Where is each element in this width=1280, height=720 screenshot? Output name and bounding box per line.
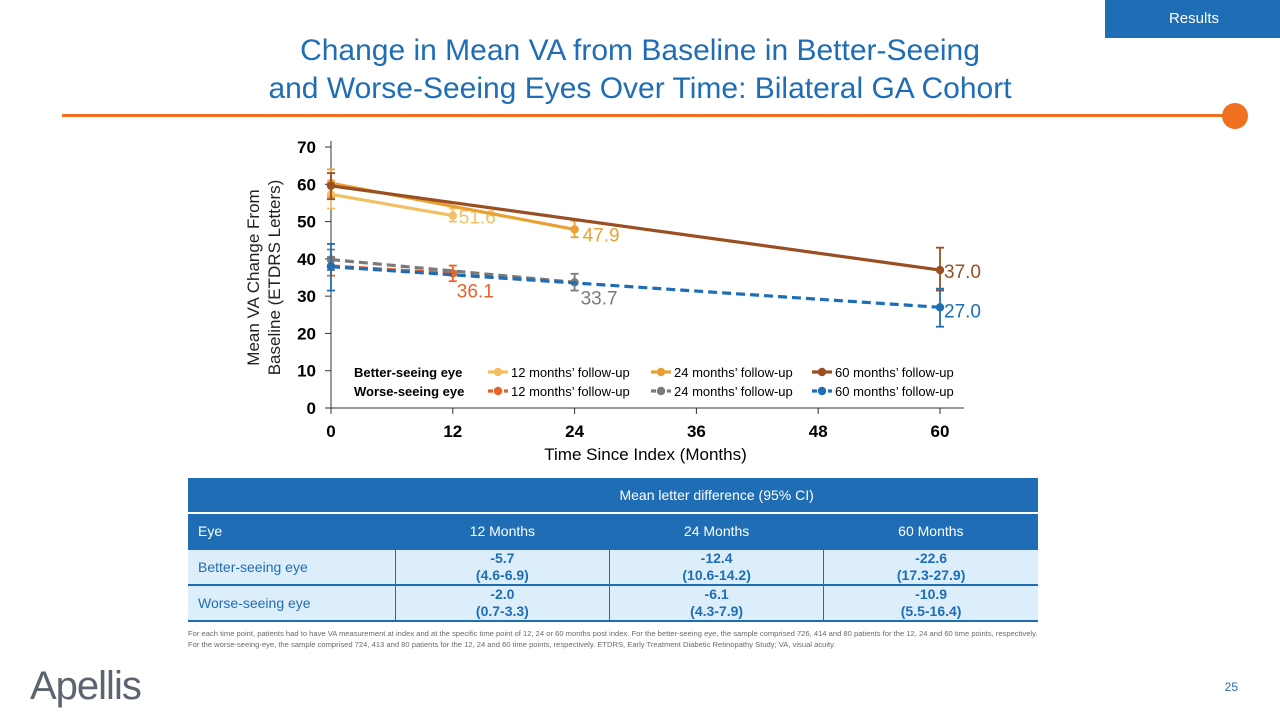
data-point (448, 211, 457, 220)
x-tick-label: 48 (809, 422, 828, 441)
legend-entry-label: 24 months’ follow-up (674, 365, 793, 380)
series-line (330, 192, 454, 218)
y-tick-label: 0 (307, 399, 316, 418)
table-row: Better-seeing eye -5.7 (4.6-6.9) -12.4 (10… (188, 548, 1038, 585)
y-axis-title-line-1: Mean VA Change From (244, 189, 263, 365)
legend-swatch-marker (656, 367, 666, 377)
series-line (330, 265, 941, 309)
table-group-header: Mean letter difference (95% CI) (395, 478, 1038, 514)
legend-group-label: Worse-seeing eye (354, 384, 464, 399)
data-label: 47.9 (583, 225, 620, 246)
table-col-24: 24 Months (609, 512, 824, 549)
data-label: 37.0 (944, 262, 981, 283)
slide-title: Change in Mean VA from Baseline in Bette… (160, 32, 1120, 108)
legend-swatch-marker (656, 386, 666, 396)
data-label: 33.7 (581, 288, 618, 309)
footnote: For each time point, patients had to hav… (188, 629, 1038, 649)
legend-entry-label: 60 months’ follow-up (835, 384, 954, 399)
series-line (330, 258, 575, 284)
data-label: 36.1 (457, 281, 494, 302)
table-cell: -2.0 (0.7-3.3) (394, 584, 610, 622)
table-row: Worse-seeing eye -2.0 (0.7-3.3) -6.1 (4.3-… (188, 584, 1038, 622)
legend-group-label: Better-seeing eye (354, 365, 462, 380)
apellis-logo: Apellis (30, 664, 142, 708)
y-tick-label: 20 (297, 324, 316, 343)
series-line (330, 184, 941, 272)
data-point (326, 262, 336, 271)
page-number: 25 (1224, 680, 1238, 694)
table-cell: -22.6 (17.3-27.9) (823, 548, 1038, 585)
title-divider (62, 114, 1232, 117)
legend-entry-label: 12 months’ follow-up (511, 365, 630, 380)
table-cell: -10.9 (5.5-16.4) (823, 584, 1038, 622)
y-tick-label: 60 (297, 175, 316, 194)
x-tick-label: 36 (687, 422, 706, 441)
table-col-12: 12 Months (395, 512, 610, 549)
title-line-2: and Worse-Seeing Eyes Over Time: Bilater… (268, 72, 1012, 105)
row-label: Worse-seeing eye (188, 584, 396, 622)
row-label: Better-seeing eye (188, 548, 396, 585)
x-tick-label: 12 (443, 422, 462, 441)
y-tick-label: 40 (297, 250, 316, 269)
line-chart: 0 10 20 30 40 50 60 70 0 12 24 36 48 60 Time Since Ind… (244, 138, 981, 464)
data-point (935, 303, 945, 312)
y-tick-label: 10 (297, 362, 316, 381)
x-axis-title: Time Since Index (Months) (544, 445, 747, 464)
data-point (935, 265, 945, 275)
table-cell: -5.7 (4.6-6.9) (394, 548, 610, 585)
divider-dot (1222, 103, 1248, 129)
x-tick-label: 0 (326, 422, 335, 441)
y-axis-title-line-2: Baseline (ETDRS Letters) (265, 180, 284, 376)
table-blank-header (188, 478, 396, 514)
table-eye-header: Eye (188, 512, 396, 549)
y-tick-label: 30 (297, 287, 316, 306)
legend-swatch-marker (817, 386, 827, 396)
legend-entry-label: 24 months’ follow-up (674, 384, 793, 399)
section-tag: Results (1105, 0, 1280, 38)
legend-swatch-marker (817, 367, 827, 377)
legend-swatch-marker (493, 386, 503, 396)
legend-entry-label: 12 months’ follow-up (511, 384, 630, 399)
y-tick-label: 50 (297, 213, 316, 232)
results-table: Mean letter difference (95% CI) Eye 12 M… (188, 478, 1038, 622)
x-tick-label: 24 (565, 422, 584, 441)
legend-entry-label: 60 months’ follow-up (835, 365, 954, 380)
legend-swatch-marker (493, 367, 503, 377)
data-label: 27.0 (944, 301, 981, 322)
title-line-1: Change in Mean VA from Baseline in Bette… (300, 34, 980, 67)
y-tick-label: 70 (297, 138, 316, 157)
data-point (570, 225, 579, 234)
x-tick-label: 60 (931, 422, 950, 441)
table-cell: -6.1 (4.3-7.9) (608, 584, 824, 622)
table-col-60: 60 Months (823, 512, 1038, 549)
table-cell: -12.4 (10.6-14.2) (608, 548, 824, 585)
data-point (326, 181, 336, 190)
